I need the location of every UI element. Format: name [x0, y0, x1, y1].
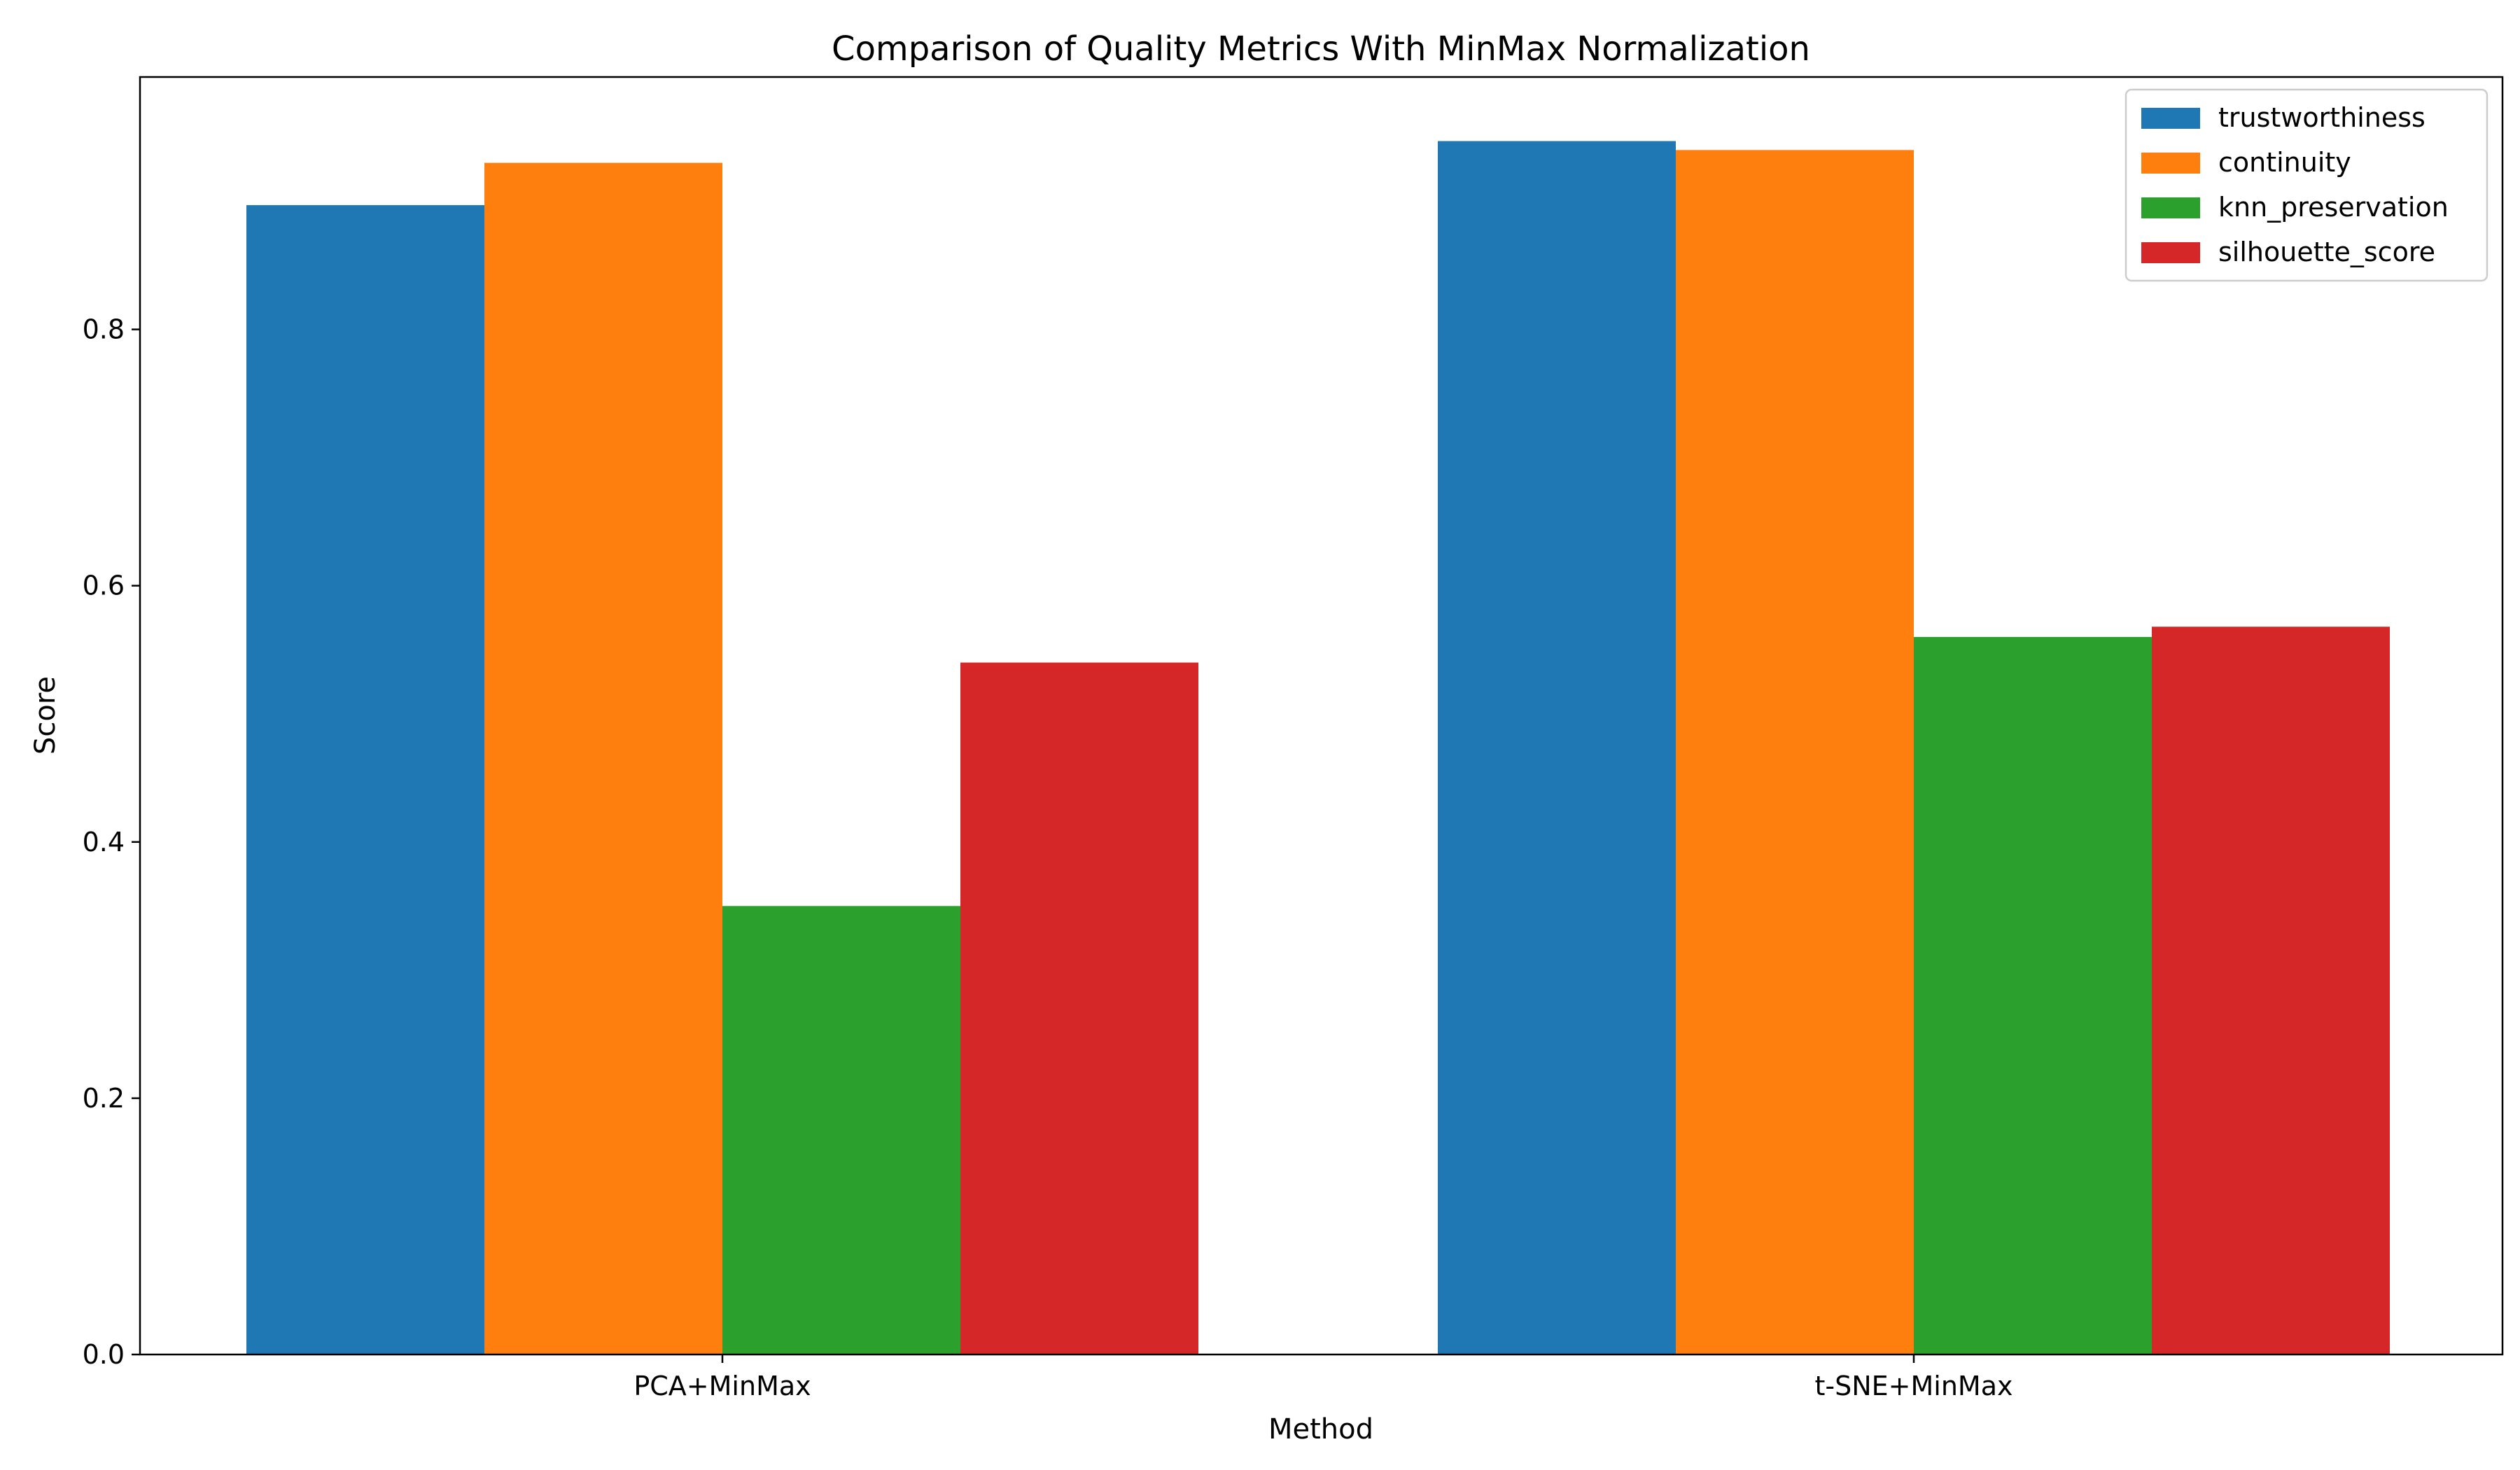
legend-label-silhouette-score: silhouette_score — [2218, 237, 2435, 267]
bar-knn-preservation-1 — [722, 906, 960, 1354]
bar-trustworthiness-1 — [246, 205, 484, 1355]
legend-label-trustworthiness: trustworthiness — [2218, 102, 2426, 133]
legend-swatch-continuity — [2141, 153, 2200, 174]
bar-continuity-2 — [1676, 150, 1914, 1354]
legend-frame — [2124, 88, 2488, 282]
y-tick-label: 0.2 — [83, 1083, 125, 1114]
bars-group — [246, 141, 2390, 1355]
y-axis: 0.0 0.2 0.4 0.6 0.8 — [83, 314, 140, 1370]
legend-label-continuity: continuity — [2218, 147, 2351, 178]
y-tick-label: 0.0 — [83, 1339, 125, 1370]
y-tick-label: 0.6 — [83, 570, 125, 601]
bar-trustworthiness-2 — [1438, 141, 1676, 1355]
chart-title: Comparison of Quality Metrics With MinMa… — [832, 29, 1810, 69]
legend: trustworthiness continuity knn_preservatio… — [2124, 88, 2488, 282]
plot-area-frame — [139, 76, 2504, 1356]
x-tick-label: t-SNE+MinMax — [1815, 1371, 2013, 1401]
legend-label-knn-preservation: knn_preservation — [2218, 192, 2449, 223]
y-axis-label: Score — [29, 676, 62, 755]
bar-continuity-1 — [484, 162, 722, 1354]
bar-knn-preservation-2 — [1914, 636, 2152, 1354]
bar-silhouette-score-2 — [2152, 626, 2390, 1355]
x-tick-label: PCA+MinMax — [634, 1371, 811, 1401]
y-tick-label: 0.8 — [83, 314, 125, 345]
legend-swatch-silhouette-score — [2141, 242, 2200, 263]
x-axis-label: Method — [1268, 1413, 1373, 1446]
bar-silhouette-score-1 — [960, 662, 1198, 1354]
legend-swatch-knn-preservation — [2141, 197, 2200, 218]
x-axis: PCA+MinMax t-SNE+MinMax — [634, 1354, 2013, 1401]
y-tick-label: 0.4 — [83, 827, 125, 858]
legend-swatch-trustworthiness — [2141, 108, 2200, 129]
